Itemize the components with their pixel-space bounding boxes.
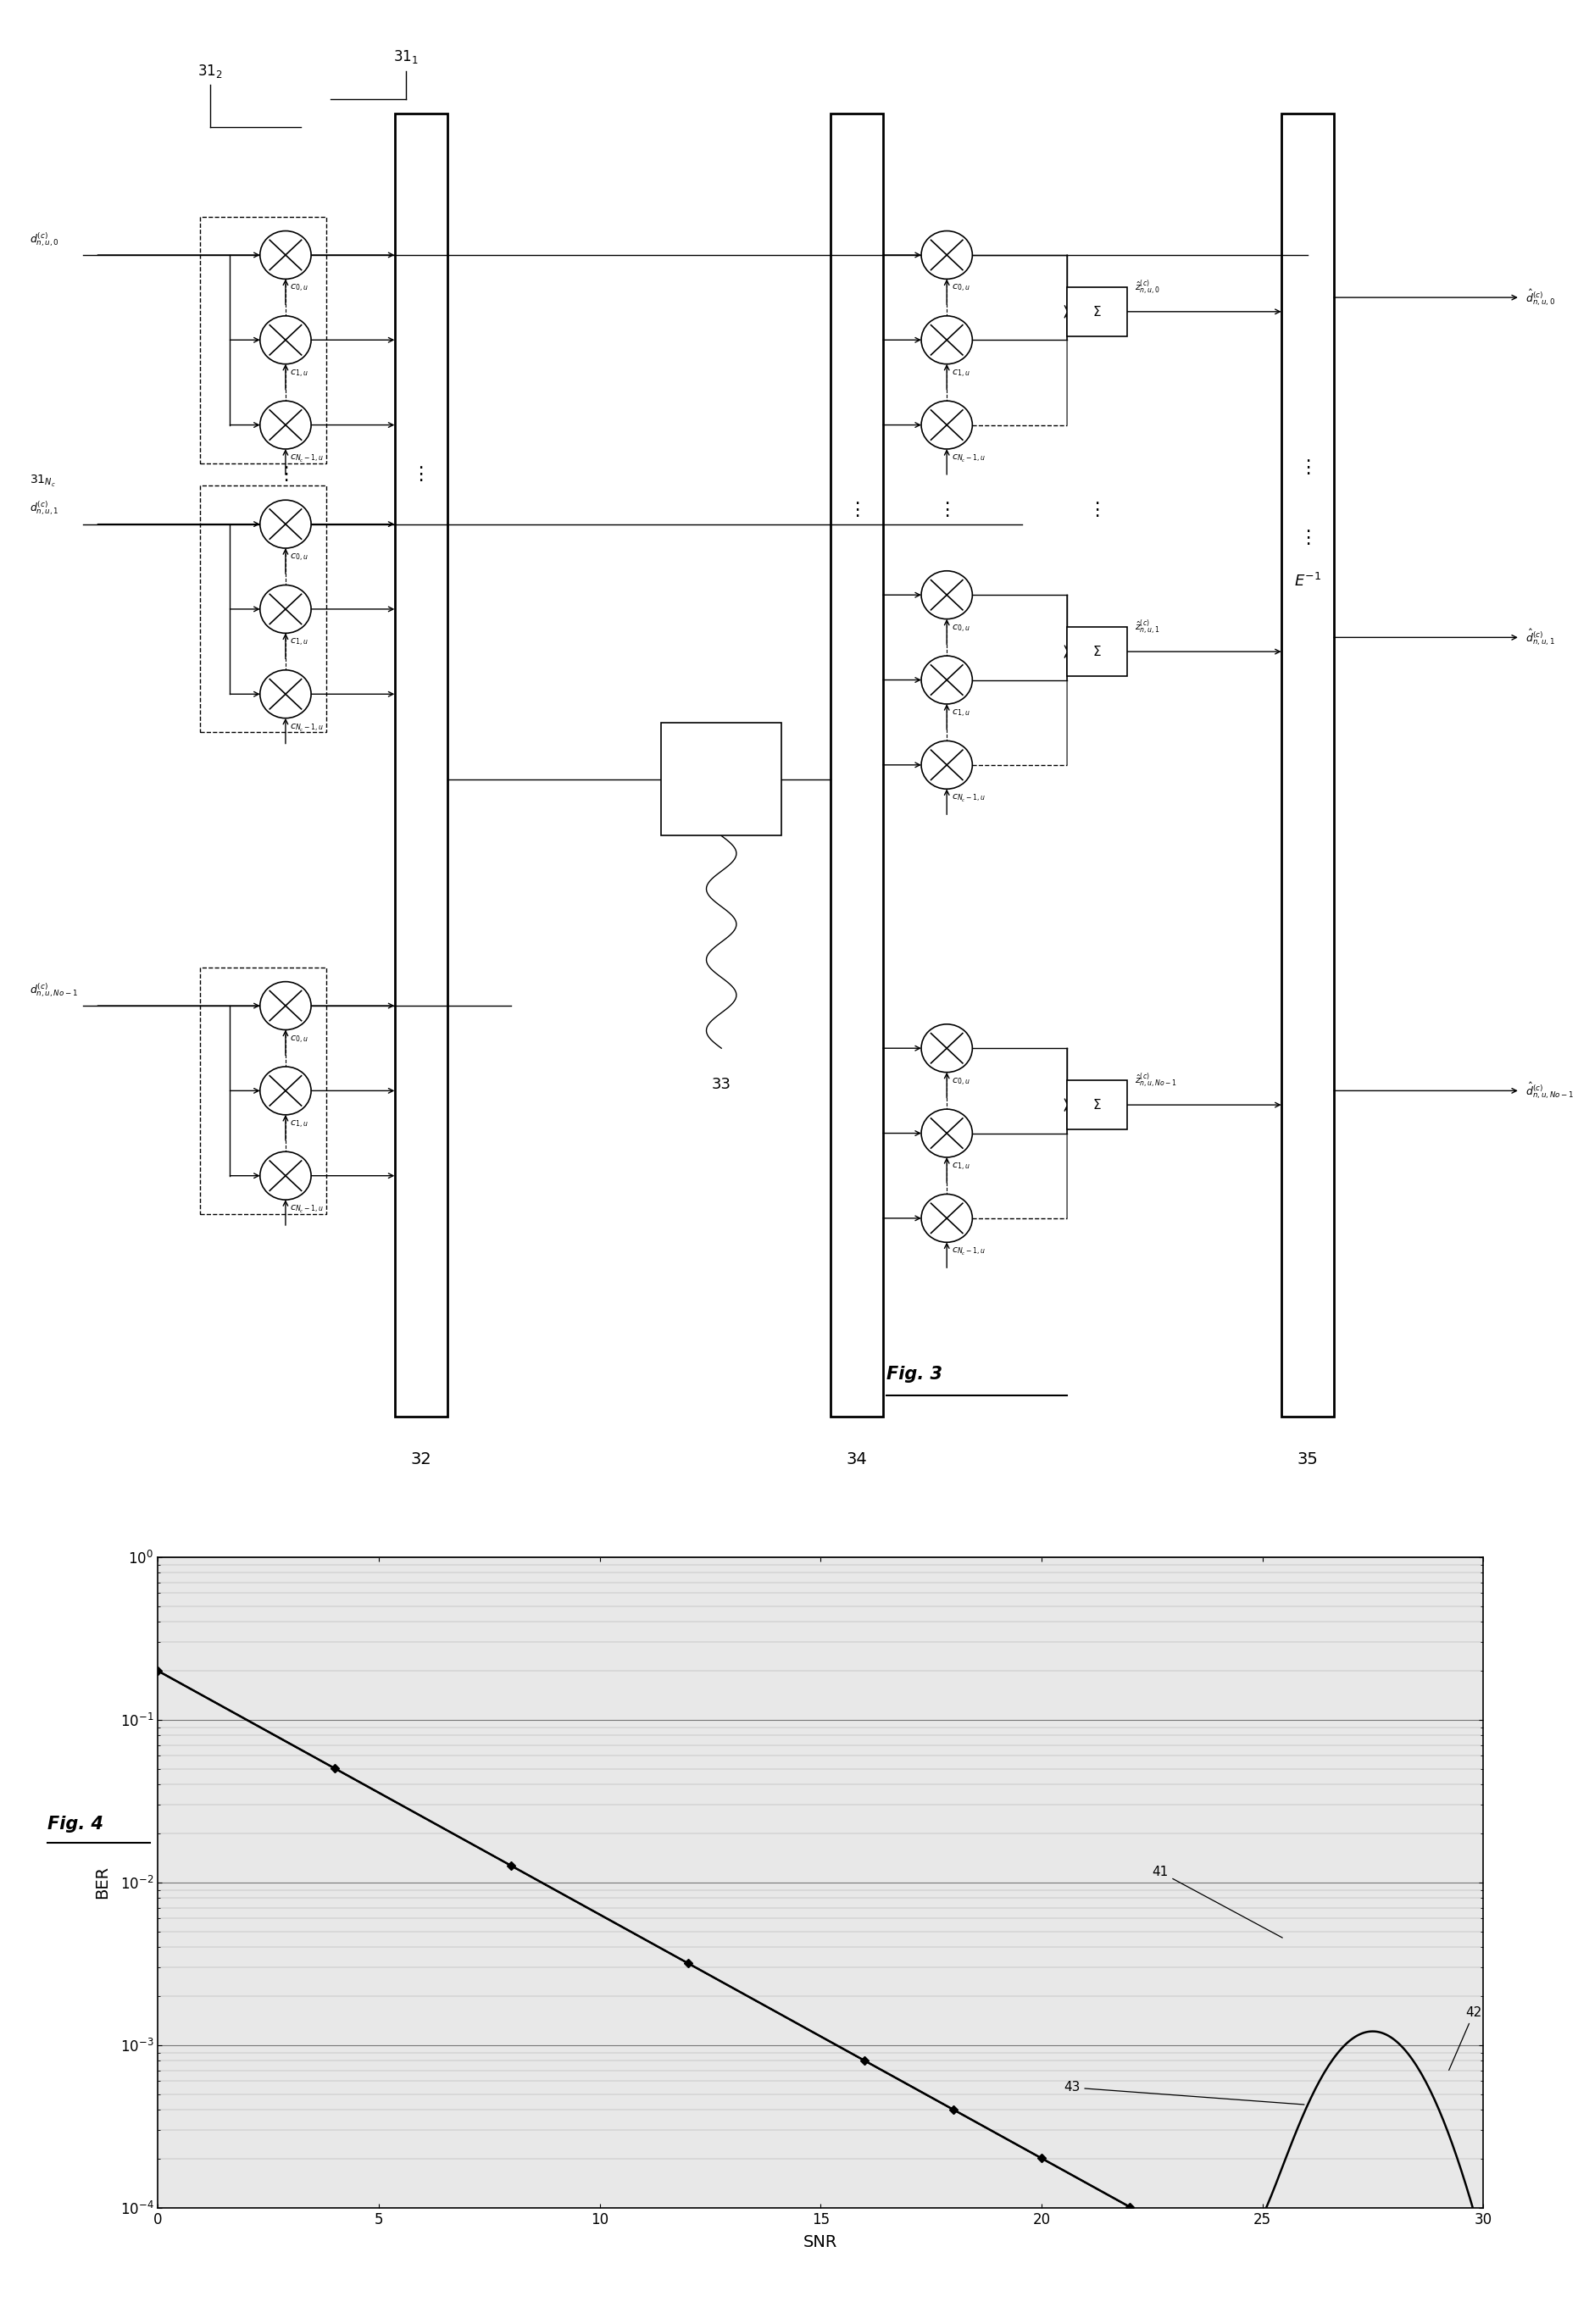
Text: $c_{1,u}$: $c_{1,u}$ bbox=[290, 367, 308, 379]
Circle shape bbox=[922, 1025, 972, 1071]
Bar bbox=[1067, 286, 1127, 337]
Text: $c_{1,u}$: $c_{1,u}$ bbox=[952, 367, 969, 379]
Text: $c_{0,u}$: $c_{0,u}$ bbox=[290, 284, 308, 295]
Circle shape bbox=[260, 669, 311, 718]
Text: $31_{N_c}$: $31_{N_c}$ bbox=[30, 474, 57, 490]
Circle shape bbox=[922, 572, 972, 618]
Text: $c_{N_c-1,u}$: $c_{N_c-1,u}$ bbox=[290, 723, 323, 734]
Text: $c_{N_c-1,u}$: $c_{N_c-1,u}$ bbox=[952, 1246, 985, 1257]
Text: 41: 41 bbox=[1152, 1866, 1283, 1938]
Text: $d_{n,u,0}^{(c)}$: $d_{n,u,0}^{(c)}$ bbox=[30, 230, 60, 249]
Bar bbox=[830, 114, 884, 1418]
Circle shape bbox=[922, 655, 972, 704]
Text: $\Sigma$: $\Sigma$ bbox=[1092, 644, 1101, 658]
Text: $c_{0,u}$: $c_{0,u}$ bbox=[952, 623, 969, 634]
Bar bbox=[661, 723, 781, 837]
Text: ⋮: ⋮ bbox=[847, 502, 866, 518]
Bar bbox=[200, 486, 327, 732]
Bar bbox=[1281, 114, 1333, 1418]
Circle shape bbox=[260, 981, 311, 1030]
Bar bbox=[394, 114, 447, 1418]
Text: $c_{1,u}$: $c_{1,u}$ bbox=[952, 709, 969, 720]
Text: 34: 34 bbox=[846, 1450, 868, 1466]
Bar bbox=[200, 216, 327, 462]
Circle shape bbox=[922, 400, 972, 449]
Text: 35: 35 bbox=[1297, 1450, 1318, 1466]
Text: $\hat{z}_{n,u,No-1}^{(c)}$: $\hat{z}_{n,u,No-1}^{(c)}$ bbox=[1135, 1071, 1177, 1090]
Text: ⋮: ⋮ bbox=[1299, 458, 1318, 476]
Text: 32: 32 bbox=[410, 1450, 431, 1466]
Text: $d_{n,u,No-1}^{(c)}$: $d_{n,u,No-1}^{(c)}$ bbox=[30, 981, 79, 999]
Text: $\Sigma$: $\Sigma$ bbox=[1092, 304, 1101, 318]
Circle shape bbox=[922, 316, 972, 365]
Bar bbox=[1067, 1081, 1127, 1129]
Text: $c_{0,u}$: $c_{0,u}$ bbox=[952, 284, 969, 295]
Circle shape bbox=[260, 400, 311, 449]
Circle shape bbox=[260, 230, 311, 279]
Text: $31_1$: $31_1$ bbox=[393, 49, 418, 65]
X-axis label: SNR: SNR bbox=[803, 2233, 838, 2250]
Text: ⋮: ⋮ bbox=[1087, 502, 1106, 518]
Y-axis label: BER: BER bbox=[95, 1866, 110, 1899]
Text: $\hat{z}_{n,u,0}^{(c)}$: $\hat{z}_{n,u,0}^{(c)}$ bbox=[1135, 279, 1160, 297]
Point bbox=[1057, 1380, 1076, 1408]
Point bbox=[877, 1380, 896, 1408]
Text: $c_{N_c-1,u}$: $c_{N_c-1,u}$ bbox=[952, 792, 985, 804]
Text: $\hat{z}_{n,u,1}^{(c)}$: $\hat{z}_{n,u,1}^{(c)}$ bbox=[1135, 618, 1160, 637]
Text: $c_{0,u}$: $c_{0,u}$ bbox=[290, 553, 308, 562]
Text: Fig. 3: Fig. 3 bbox=[887, 1367, 942, 1383]
Text: ⋮: ⋮ bbox=[412, 467, 431, 483]
Circle shape bbox=[922, 1195, 972, 1243]
Circle shape bbox=[260, 500, 311, 548]
Text: ⋮: ⋮ bbox=[1299, 530, 1318, 546]
Text: $c_{1,u}$: $c_{1,u}$ bbox=[952, 1162, 969, 1174]
Text: Fig. 4: Fig. 4 bbox=[47, 1815, 103, 1834]
Text: $\hat{d}_{n,u,1}^{(c)}$: $\hat{d}_{n,u,1}^{(c)}$ bbox=[1526, 627, 1554, 648]
Text: $E^{-1}$: $E^{-1}$ bbox=[1294, 572, 1321, 590]
Text: $c_{1,u}$: $c_{1,u}$ bbox=[290, 1120, 308, 1129]
Text: 33: 33 bbox=[712, 1076, 731, 1092]
Circle shape bbox=[260, 1067, 311, 1116]
Text: $c_{N_c-1,u}$: $c_{N_c-1,u}$ bbox=[290, 453, 323, 465]
Text: $\hat{d}_{n,u,0}^{(c)}$: $\hat{d}_{n,u,0}^{(c)}$ bbox=[1526, 288, 1556, 307]
Text: $c_{0,u}$: $c_{0,u}$ bbox=[290, 1034, 308, 1046]
Text: $c_{0,u}$: $c_{0,u}$ bbox=[952, 1076, 969, 1088]
Text: ⋮: ⋮ bbox=[937, 502, 956, 518]
Text: 43: 43 bbox=[1064, 2082, 1305, 2106]
Circle shape bbox=[922, 741, 972, 790]
Text: $c_{1,u}$: $c_{1,u}$ bbox=[290, 637, 308, 648]
Text: $31_2$: $31_2$ bbox=[197, 63, 222, 79]
Text: $\Sigma$: $\Sigma$ bbox=[1092, 1099, 1101, 1111]
Circle shape bbox=[260, 316, 311, 365]
Text: $\hat{d}_{n,u,No-1}^{(c)}$: $\hat{d}_{n,u,No-1}^{(c)}$ bbox=[1526, 1081, 1575, 1102]
Bar bbox=[1067, 627, 1127, 676]
Text: $c_{N_c-1,u}$: $c_{N_c-1,u}$ bbox=[290, 1204, 323, 1215]
Circle shape bbox=[260, 1153, 311, 1199]
Circle shape bbox=[922, 1109, 972, 1157]
Text: $c_{N_c-1,u}$: $c_{N_c-1,u}$ bbox=[952, 453, 985, 465]
Bar bbox=[200, 967, 327, 1213]
Text: ⋮: ⋮ bbox=[276, 467, 295, 483]
Circle shape bbox=[922, 230, 972, 279]
Text: $d_{n,u,1}^{(c)}$: $d_{n,u,1}^{(c)}$ bbox=[30, 500, 60, 516]
Text: 42: 42 bbox=[1449, 2006, 1482, 2071]
Circle shape bbox=[260, 586, 311, 632]
